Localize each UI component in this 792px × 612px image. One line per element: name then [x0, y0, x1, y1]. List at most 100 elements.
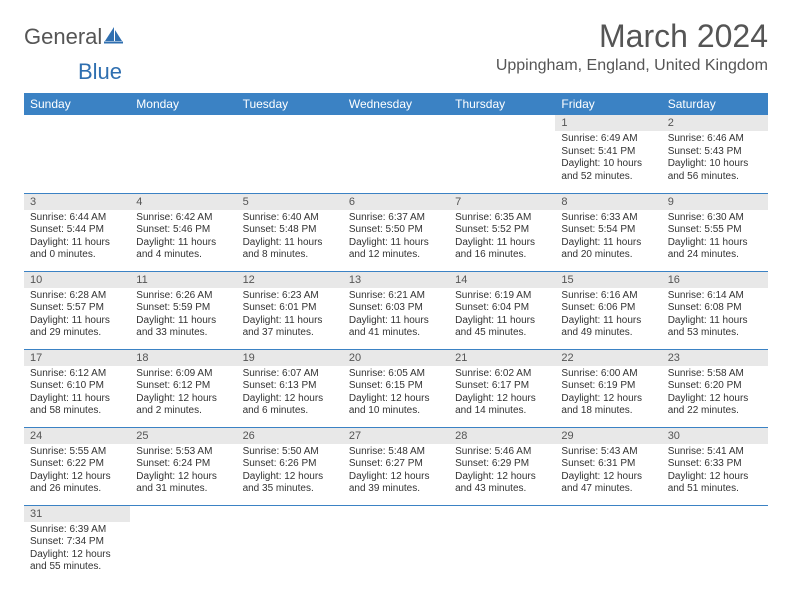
- logo-sail-icon: [104, 26, 124, 44]
- sunset-text: Sunset: 5:44 PM: [30, 224, 124, 237]
- sunset-text: Sunset: 7:34 PM: [30, 536, 124, 549]
- calendar-row: 3Sunrise: 6:44 AMSunset: 5:44 PMDaylight…: [24, 193, 768, 271]
- calendar-cell: 7Sunrise: 6:35 AMSunset: 5:52 PMDaylight…: [449, 193, 555, 271]
- daylight-text-1: Daylight: 10 hours: [561, 158, 655, 171]
- daylight-text-1: Daylight: 11 hours: [136, 237, 230, 250]
- calendar-cell: 11Sunrise: 6:26 AMSunset: 5:59 PMDayligh…: [130, 271, 236, 349]
- sunrise-text: Sunrise: 6:02 AM: [455, 368, 549, 381]
- day-number: 31: [24, 506, 130, 522]
- month-title: March 2024: [496, 18, 768, 55]
- sunset-text: Sunset: 6:03 PM: [349, 302, 443, 315]
- sunset-text: Sunset: 5:50 PM: [349, 224, 443, 237]
- daylight-text-2: and 33 minutes.: [136, 327, 230, 340]
- daylight-text-2: and 4 minutes.: [136, 249, 230, 262]
- calendar-cell: 25Sunrise: 5:53 AMSunset: 6:24 PMDayligh…: [130, 427, 236, 505]
- daylight-text-2: and 39 minutes.: [349, 483, 443, 496]
- sunrise-text: Sunrise: 6:39 AM: [30, 524, 124, 537]
- daylight-text-1: Daylight: 11 hours: [455, 315, 549, 328]
- sunrise-text: Sunrise: 6:05 AM: [349, 368, 443, 381]
- daylight-text-1: Daylight: 12 hours: [243, 471, 337, 484]
- day-number: 23: [662, 350, 768, 366]
- calendar-cell: [449, 505, 555, 583]
- sunset-text: Sunset: 6:19 PM: [561, 380, 655, 393]
- daylight-text-2: and 29 minutes.: [30, 327, 124, 340]
- calendar-cell: 6Sunrise: 6:37 AMSunset: 5:50 PMDaylight…: [343, 193, 449, 271]
- calendar-row: 17Sunrise: 6:12 AMSunset: 6:10 PMDayligh…: [24, 349, 768, 427]
- calendar-cell: [343, 505, 449, 583]
- day-number: 21: [449, 350, 555, 366]
- daylight-text-1: Daylight: 12 hours: [349, 393, 443, 406]
- day-number: 6: [343, 194, 449, 210]
- day-content: Sunrise: 6:09 AMSunset: 6:12 PMDaylight:…: [130, 366, 236, 422]
- weekday-header: Saturday: [662, 93, 768, 115]
- day-content: Sunrise: 6:39 AMSunset: 7:34 PMDaylight:…: [24, 522, 130, 578]
- sunset-text: Sunset: 6:08 PM: [668, 302, 762, 315]
- calendar-cell: 8Sunrise: 6:33 AMSunset: 5:54 PMDaylight…: [555, 193, 661, 271]
- sunset-text: Sunset: 6:29 PM: [455, 458, 549, 471]
- calendar-cell: 15Sunrise: 6:16 AMSunset: 6:06 PMDayligh…: [555, 271, 661, 349]
- calendar-cell: [237, 505, 343, 583]
- daylight-text-1: Daylight: 12 hours: [668, 471, 762, 484]
- calendar-cell: 28Sunrise: 5:46 AMSunset: 6:29 PMDayligh…: [449, 427, 555, 505]
- sunset-text: Sunset: 6:26 PM: [243, 458, 337, 471]
- calendar-cell: 17Sunrise: 6:12 AMSunset: 6:10 PMDayligh…: [24, 349, 130, 427]
- daylight-text-1: Daylight: 11 hours: [668, 237, 762, 250]
- logo-text-1: General: [24, 24, 102, 50]
- daylight-text-2: and 16 minutes.: [455, 249, 549, 262]
- day-content: Sunrise: 6:07 AMSunset: 6:13 PMDaylight:…: [237, 366, 343, 422]
- sunset-text: Sunset: 5:55 PM: [668, 224, 762, 237]
- day-number: 13: [343, 272, 449, 288]
- sunset-text: Sunset: 6:24 PM: [136, 458, 230, 471]
- daylight-text-2: and 49 minutes.: [561, 327, 655, 340]
- day-number: 3: [24, 194, 130, 210]
- day-content: Sunrise: 6:19 AMSunset: 6:04 PMDaylight:…: [449, 288, 555, 344]
- daylight-text-2: and 41 minutes.: [349, 327, 443, 340]
- day-number: 4: [130, 194, 236, 210]
- sunrise-text: Sunrise: 6:35 AM: [455, 212, 549, 225]
- calendar-cell: 9Sunrise: 6:30 AMSunset: 5:55 PMDaylight…: [662, 193, 768, 271]
- calendar-cell: [449, 115, 555, 193]
- calendar-cell: 14Sunrise: 6:19 AMSunset: 6:04 PMDayligh…: [449, 271, 555, 349]
- weekday-header: Sunday: [24, 93, 130, 115]
- sunset-text: Sunset: 5:52 PM: [455, 224, 549, 237]
- day-content: Sunrise: 6:49 AMSunset: 5:41 PMDaylight:…: [555, 131, 661, 187]
- sunrise-text: Sunrise: 6:30 AM: [668, 212, 762, 225]
- day-number: 22: [555, 350, 661, 366]
- daylight-text-1: Daylight: 11 hours: [668, 315, 762, 328]
- day-number: 12: [237, 272, 343, 288]
- sunrise-text: Sunrise: 5:50 AM: [243, 446, 337, 459]
- sunset-text: Sunset: 6:33 PM: [668, 458, 762, 471]
- logo: General: [24, 24, 124, 50]
- sunset-text: Sunset: 5:46 PM: [136, 224, 230, 237]
- day-number: 17: [24, 350, 130, 366]
- day-content: Sunrise: 6:42 AMSunset: 5:46 PMDaylight:…: [130, 210, 236, 266]
- day-content: Sunrise: 6:44 AMSunset: 5:44 PMDaylight:…: [24, 210, 130, 266]
- daylight-text-2: and 37 minutes.: [243, 327, 337, 340]
- day-content: Sunrise: 5:46 AMSunset: 6:29 PMDaylight:…: [449, 444, 555, 500]
- weekday-header: Wednesday: [343, 93, 449, 115]
- daylight-text-1: Daylight: 12 hours: [349, 471, 443, 484]
- calendar-cell: 4Sunrise: 6:42 AMSunset: 5:46 PMDaylight…: [130, 193, 236, 271]
- calendar-row: 31Sunrise: 6:39 AMSunset: 7:34 PMDayligh…: [24, 505, 768, 583]
- day-number: 25: [130, 428, 236, 444]
- day-content: Sunrise: 6:21 AMSunset: 6:03 PMDaylight:…: [343, 288, 449, 344]
- daylight-text-1: Daylight: 12 hours: [455, 471, 549, 484]
- day-content: Sunrise: 6:00 AMSunset: 6:19 PMDaylight:…: [555, 366, 661, 422]
- daylight-text-1: Daylight: 11 hours: [561, 237, 655, 250]
- sunset-text: Sunset: 5:54 PM: [561, 224, 655, 237]
- calendar-cell: [130, 505, 236, 583]
- sunrise-text: Sunrise: 5:58 AM: [668, 368, 762, 381]
- sunrise-text: Sunrise: 6:44 AM: [30, 212, 124, 225]
- day-number: 20: [343, 350, 449, 366]
- weekday-header: Monday: [130, 93, 236, 115]
- calendar-cell: 21Sunrise: 6:02 AMSunset: 6:17 PMDayligh…: [449, 349, 555, 427]
- day-content: Sunrise: 6:02 AMSunset: 6:17 PMDaylight:…: [449, 366, 555, 422]
- sunrise-text: Sunrise: 6:09 AM: [136, 368, 230, 381]
- daylight-text-2: and 55 minutes.: [30, 561, 124, 574]
- day-number: 27: [343, 428, 449, 444]
- daylight-text-1: Daylight: 11 hours: [30, 237, 124, 250]
- sunrise-text: Sunrise: 6:33 AM: [561, 212, 655, 225]
- daylight-text-2: and 52 minutes.: [561, 171, 655, 184]
- daylight-text-2: and 2 minutes.: [136, 405, 230, 418]
- sunrise-text: Sunrise: 6:16 AM: [561, 290, 655, 303]
